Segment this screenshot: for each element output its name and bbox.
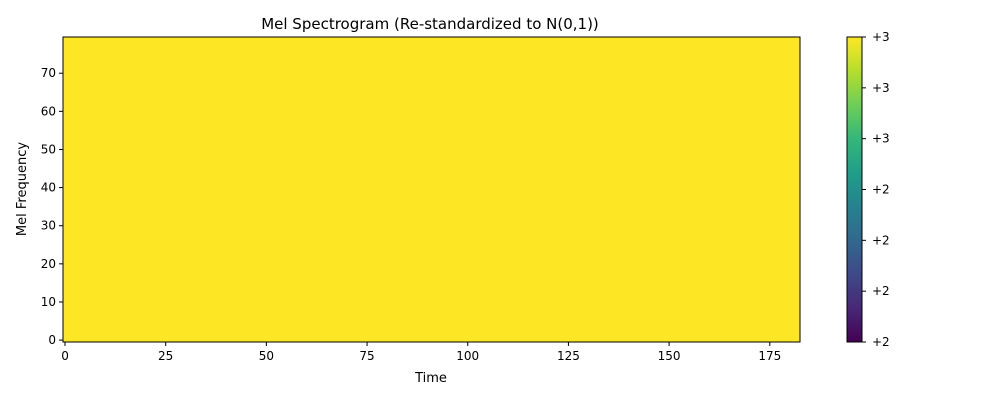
chart-title: Mel Spectrogram (Re-standardized to N(0,… (261, 15, 599, 33)
y-axis-label: Mel Frequency (15, 142, 30, 236)
x-tick-label: 150 (658, 349, 681, 363)
y-tick-label: 60 (41, 104, 56, 118)
x-axis: 0 25 50 75 100 125 150 175 (61, 342, 781, 363)
x-tick-label: 125 (557, 349, 580, 363)
y-tick-label: 20 (41, 257, 56, 271)
y-tick-label: 10 (41, 295, 56, 309)
x-tick-label: 175 (758, 349, 781, 363)
x-tick-label: 0 (61, 349, 69, 363)
y-tick-label: 40 (41, 181, 56, 195)
x-tick-label: 50 (259, 349, 274, 363)
colorbar-tick-label: +3 (872, 132, 890, 146)
heatmap-cells (63, 37, 800, 342)
x-tick-label: 25 (158, 349, 173, 363)
y-tick-label: 0 (48, 333, 56, 347)
colorbar-tick-label: +2 (872, 335, 890, 349)
colorbar-tick-label: +2 (872, 233, 890, 247)
colorbar-tick-label: +2 (872, 183, 890, 197)
x-axis-label: Time (414, 371, 447, 386)
colorbar-gradient (846, 36, 863, 343)
colorbar-tick-label: +3 (872, 81, 890, 95)
y-axis: 0 10 20 30 40 50 60 70 (41, 66, 63, 347)
x-tick-label: 100 (456, 349, 479, 363)
colorbar-tick-label: +3 (872, 30, 890, 44)
y-tick-label: 30 (41, 219, 56, 233)
colorbar: +2 +2 +2 +2 +3 +3 +3 (846, 30, 890, 349)
y-tick-label: 70 (41, 66, 56, 80)
plot-frame (62, 36, 801, 343)
heatmap-plot-area (62, 36, 801, 343)
colorbar-tick-label: +2 (872, 284, 890, 298)
x-tick-label: 75 (359, 349, 374, 363)
y-tick-label: 50 (41, 142, 56, 156)
